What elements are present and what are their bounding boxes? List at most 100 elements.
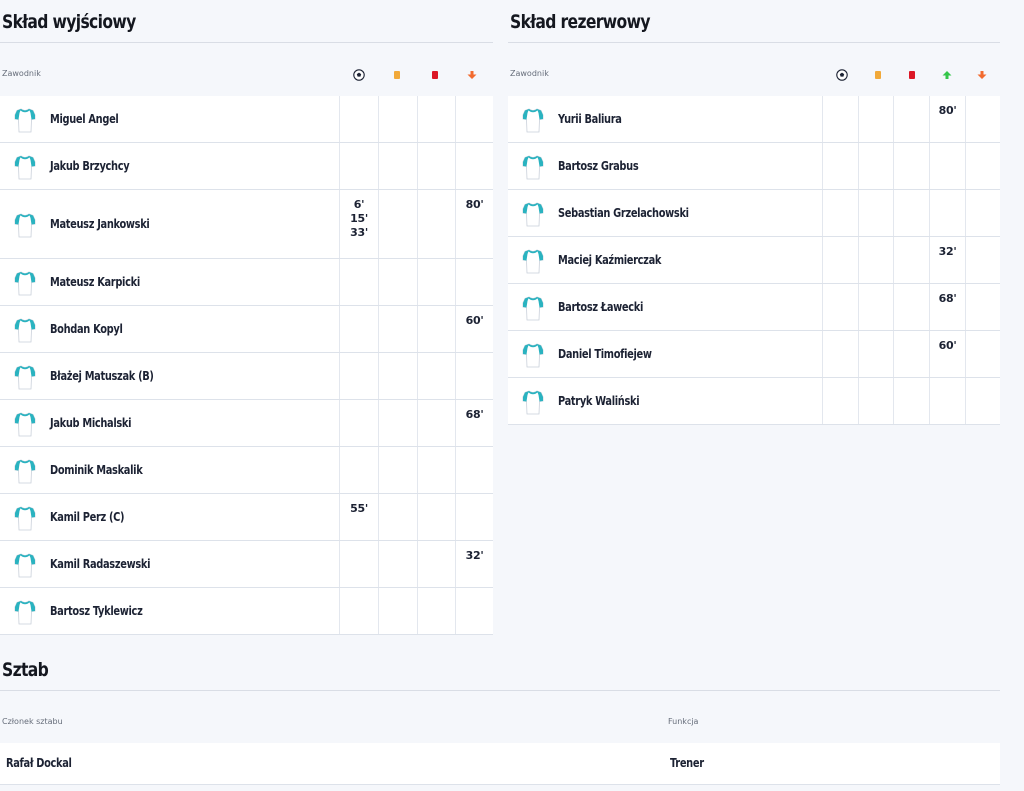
red-card-cell xyxy=(417,353,455,399)
shirt-icon-wrap xyxy=(14,458,36,484)
sub-out-cell xyxy=(965,143,1000,189)
sub-out-cell: 80' xyxy=(455,190,493,258)
player-name[interactable]: Maciej Kaźmierczak xyxy=(558,253,662,267)
player-name[interactable]: Bohdan Kopyl xyxy=(50,322,123,336)
yellow-card-cell xyxy=(378,353,417,399)
sub-out-cell xyxy=(455,259,493,305)
shirt-icon-wrap xyxy=(14,107,36,133)
starting-lineup-section: Skład wyjściowy Zawodnik Miguel Angel Jak… xyxy=(0,0,493,640)
red-card-cell xyxy=(417,143,455,189)
goals-cell xyxy=(339,541,378,587)
red-card-cell xyxy=(417,400,455,446)
yellow-card-cell xyxy=(858,331,893,377)
sub-in-cell-value: 60' xyxy=(938,339,957,352)
yellow-card-cell xyxy=(378,143,417,189)
player-name[interactable]: Błażej Matuszak (B) xyxy=(50,369,154,383)
player-row[interactable]: Jakub Brzychcy xyxy=(0,143,493,190)
shirt-icon xyxy=(522,390,544,415)
player-name[interactable]: Daniel Timofiejew xyxy=(558,347,652,361)
player-row[interactable]: Błażej Matuszak (B) xyxy=(0,353,493,400)
player-name[interactable]: Mateusz Karpicki xyxy=(50,275,140,289)
staff-row[interactable]: Rafał Dockal Trener xyxy=(0,743,1000,785)
player-name[interactable]: Bartosz Ławecki xyxy=(558,300,644,314)
yellow-card-cell xyxy=(858,378,893,424)
player-name[interactable]: Patryk Waliński xyxy=(558,394,640,408)
player-name[interactable]: Bartosz Grabus xyxy=(558,159,639,173)
player-name[interactable]: Kamil Radaszewski xyxy=(50,557,151,571)
player-row[interactable]: Mateusz Karpicki xyxy=(0,259,493,306)
shirt-icon xyxy=(14,412,36,437)
player-row[interactable]: Maciej Kaźmierczak 32' xyxy=(508,237,1000,284)
red-card-cell xyxy=(417,259,455,305)
player-name[interactable]: Sebastian Grzelachowski xyxy=(558,206,689,220)
sub-out-cell-value: 60' xyxy=(465,314,484,327)
player-row[interactable]: Bartosz Grabus xyxy=(508,143,1000,190)
goals-cell-value: 55' xyxy=(350,502,368,515)
column-member-label: Członek sztabu xyxy=(2,717,63,726)
staff-section: Sztab Członek sztabu Funkcja xyxy=(0,648,1001,791)
staff-member-name: Rafał Dockal xyxy=(6,756,72,770)
shirt-icon xyxy=(14,271,36,296)
player-name[interactable]: Miguel Angel xyxy=(50,112,119,126)
goals-cell xyxy=(339,588,378,634)
arrow-up-icon xyxy=(941,69,953,81)
red-card-cell xyxy=(893,143,929,189)
sub-out-cell xyxy=(965,378,1000,424)
sub-out-cell xyxy=(455,494,493,540)
sub-out-cell xyxy=(455,353,493,399)
player-name[interactable]: Jakub Brzychcy xyxy=(50,159,130,173)
shirt-icon-wrap xyxy=(522,154,544,180)
soccer-ball-icon xyxy=(353,69,365,81)
sub-in-cell-value: 68' xyxy=(938,292,957,305)
sub-out-cell xyxy=(965,237,1000,283)
player-row[interactable]: Dominik Maskalik xyxy=(0,447,493,494)
shirt-icon-wrap xyxy=(522,295,544,321)
player-name[interactable]: Mateusz Jankowski xyxy=(50,217,150,231)
player-row[interactable]: Miguel Angel xyxy=(0,96,493,143)
yellow-card-cell xyxy=(378,96,417,142)
shirt-icon-wrap xyxy=(14,212,36,238)
player-name[interactable]: Bartosz Tyklewicz xyxy=(50,604,143,618)
player-row[interactable]: Kamil Radaszewski 32' xyxy=(0,541,493,588)
goals-cell-value: 6' 15' 33' xyxy=(350,198,368,239)
yellow-card-cell xyxy=(378,494,417,540)
player-row[interactable]: Jakub Michalski 68' xyxy=(0,400,493,447)
goals-cell xyxy=(339,400,378,446)
sub-out-cell xyxy=(965,284,1000,330)
player-row[interactable]: Yurii Baliura 80' xyxy=(508,96,1000,143)
sub-out-cell xyxy=(455,143,493,189)
sub-in-cell-value: 32' xyxy=(938,245,957,258)
yellow-card-cell xyxy=(378,400,417,446)
sub-out-cell-value: 80' xyxy=(465,198,484,211)
sub-out-cell xyxy=(965,190,1000,236)
column-player-label: Zawodnik xyxy=(2,69,41,78)
sub-in-cell: 32' xyxy=(929,237,965,283)
player-row[interactable]: Bohdan Kopyl 60' xyxy=(0,306,493,353)
yellow-card-icon xyxy=(872,69,884,81)
player-row[interactable]: Kamil Perz (C) 55' xyxy=(0,494,493,541)
player-row[interactable]: Bartosz Tyklewicz xyxy=(0,588,493,635)
red-card-cell xyxy=(417,190,455,258)
shirt-icon xyxy=(522,296,544,321)
reserves-title: Skład rezerwowy xyxy=(510,11,650,33)
player-row[interactable]: Patryk Waliński xyxy=(508,378,1000,425)
goals-cell xyxy=(339,259,378,305)
shirt-icon-wrap xyxy=(14,364,36,390)
player-row[interactable]: Bartosz Ławecki 68' xyxy=(508,284,1000,331)
shirt-icon-wrap xyxy=(14,317,36,343)
player-row[interactable]: Daniel Timofiejew 60' xyxy=(508,331,1000,378)
red-card-cell xyxy=(417,588,455,634)
red-card-icon xyxy=(429,69,441,81)
shirt-icon xyxy=(14,155,36,180)
player-name[interactable]: Jakub Michalski xyxy=(50,416,132,430)
player-name[interactable]: Kamil Perz (C) xyxy=(50,510,125,524)
player-name[interactable]: Dominik Maskalik xyxy=(50,463,143,477)
sub-out-cell xyxy=(965,331,1000,377)
player-row[interactable]: Mateusz Jankowski 6' 15' 33' 80' xyxy=(0,190,493,259)
column-player-label: Zawodnik xyxy=(510,69,549,78)
shirt-icon-wrap xyxy=(14,411,36,437)
yellow-card-cell xyxy=(858,143,893,189)
player-name[interactable]: Yurii Baliura xyxy=(558,112,622,126)
player-row[interactable]: Sebastian Grzelachowski xyxy=(508,190,1000,237)
shirt-icon-wrap xyxy=(522,201,544,227)
